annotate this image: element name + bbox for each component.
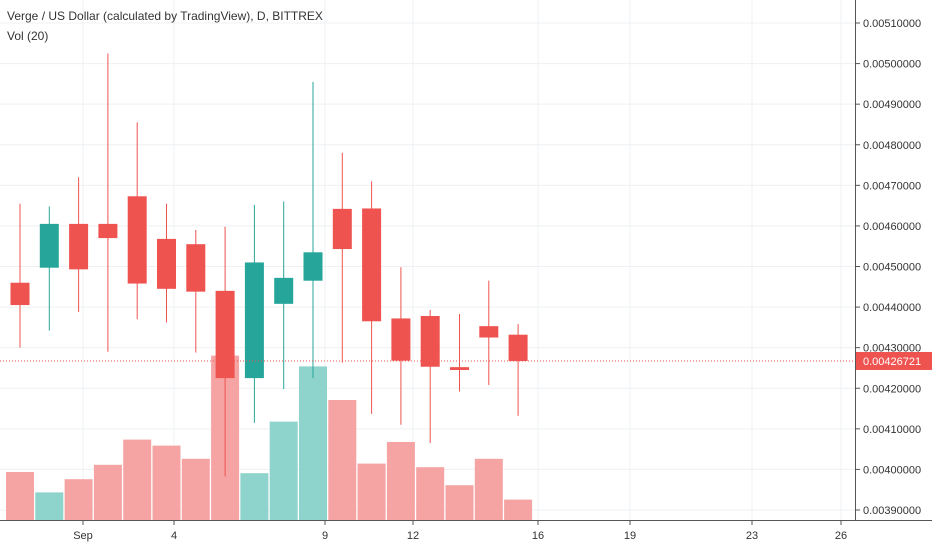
candle-body: [39, 223, 59, 268]
candle-body: [215, 290, 235, 379]
time-tick-label: 16: [532, 530, 544, 542]
time-tick-label: 26: [835, 530, 847, 542]
candle-body: [69, 223, 89, 270]
price-axis: 0.00390000 0.00400000 0.00410000 0.00420000…: [855, 0, 921, 520]
volume-bars: [6, 355, 533, 520]
price-tick-label: 0.00440000: [863, 302, 921, 314]
candle-body: [303, 252, 323, 281]
time-tick-label: 23: [746, 530, 758, 542]
candle-body: [157, 238, 176, 289]
volume-bar: [35, 492, 64, 520]
price-tick-label: 0.00430000: [863, 343, 921, 355]
last-price-badge-bg: [856, 351, 932, 370]
time-tick-label: 12: [407, 530, 419, 542]
volume-indicator-label: Vol (20): [7, 29, 49, 43]
candle-body: [10, 282, 30, 306]
candle-body: [362, 208, 382, 322]
candle-body: [274, 277, 294, 304]
candle-body: [391, 318, 411, 361]
volume-bar: [152, 445, 181, 520]
last-price-badge: 0.00426721: [856, 351, 932, 370]
price-tick-label: 0.00510000: [863, 18, 921, 30]
last-price-label: 0.00426721: [863, 356, 921, 368]
volume-bar: [386, 442, 415, 520]
volume-bar: [240, 473, 269, 520]
time-tick-label: 9: [322, 530, 328, 542]
price-tick-label: 0.00410000: [863, 424, 921, 436]
candle-body: [450, 367, 469, 370]
candle-body: [420, 316, 440, 367]
time-axis: Sep 4 9 12 16 19 23 26: [0, 520, 932, 542]
price-tick-label: 0.00480000: [863, 140, 921, 152]
volume-bar: [269, 421, 298, 520]
volume-bar: [445, 485, 474, 520]
volume-bar: [328, 400, 357, 520]
price-tick-label: 0.00400000: [863, 464, 921, 476]
candlesticks: [10, 53, 528, 477]
volume-bar: [181, 458, 210, 520]
price-tick-label: 0.00490000: [863, 99, 921, 111]
price-tick-label: 0.00470000: [863, 180, 921, 192]
price-tick-label: 0.00450000: [863, 262, 921, 274]
volume-bar: [123, 439, 152, 520]
symbol-title: Verge / US Dollar (calculated by Trading…: [7, 9, 323, 23]
volume-bar: [6, 472, 34, 520]
volume-bar: [299, 366, 327, 520]
volume-bar: [504, 499, 533, 520]
price-tick-label: 0.00420000: [863, 383, 921, 395]
volume-bar: [64, 479, 93, 520]
candle-body: [332, 208, 352, 250]
price-tick-label: 0.00390000: [863, 505, 921, 517]
price-tick-label: 0.00460000: [863, 221, 921, 233]
price-tick-label: 0.00500000: [863, 59, 921, 71]
time-tick-label: 19: [624, 530, 636, 542]
volume-bar: [357, 463, 386, 520]
candle-body: [508, 334, 528, 362]
time-tick-label: Sep: [73, 530, 93, 542]
candle-body: [186, 244, 206, 292]
candle-body: [479, 326, 499, 338]
volume-bar: [416, 467, 445, 520]
time-tick-label: 4: [171, 530, 177, 542]
candle-body: [98, 223, 118, 239]
volume-bar: [93, 464, 122, 520]
volume-bar: [474, 458, 503, 520]
candle-body: [127, 196, 147, 284]
candle-body: [244, 262, 264, 379]
